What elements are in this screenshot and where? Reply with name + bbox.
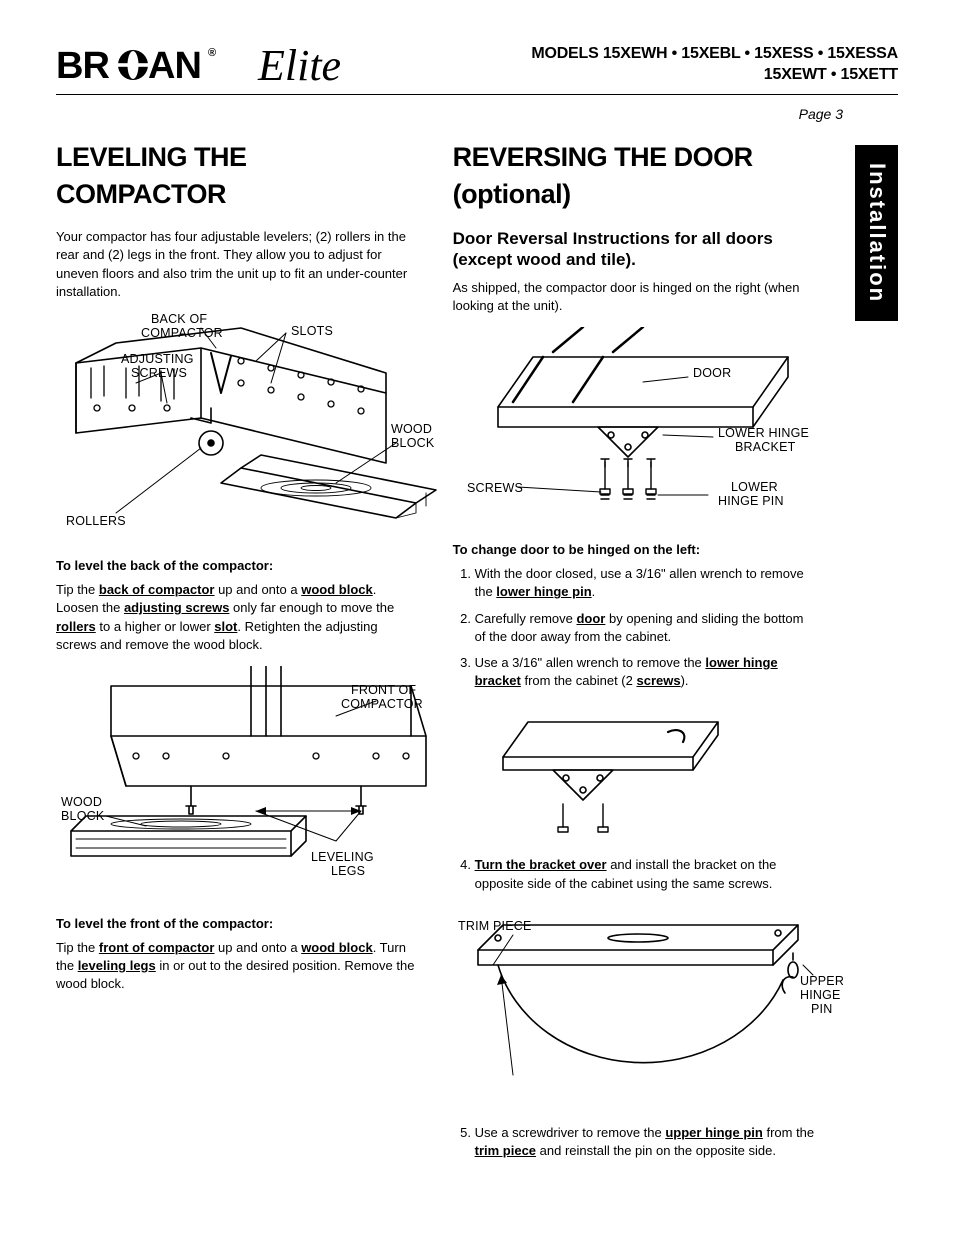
models-line2: 15XEWT • 15XETT (531, 65, 898, 86)
svg-text:HINGE PIN: HINGE PIN (718, 494, 784, 508)
broan-logotype: BR AN ® (56, 44, 256, 88)
change-head: To change door to be hinged on the left: (453, 541, 818, 559)
svg-text:ROLLERS: ROLLERS (66, 514, 126, 528)
svg-text:LEGS: LEGS (331, 864, 365, 878)
figure-bracket-small (493, 702, 818, 842)
svg-text:LOWER: LOWER (731, 480, 778, 494)
svg-text:SLOTS: SLOTS (291, 324, 333, 338)
svg-text:DOOR: DOOR (693, 366, 731, 380)
svg-text:SCREWS: SCREWS (131, 366, 187, 380)
right-sub: Door Reversal Instructions for all doors… (453, 228, 818, 271)
svg-text:SCREWS: SCREWS (467, 481, 523, 495)
left-title: LEVELING THE COMPACTOR (56, 139, 421, 215)
steps-list-cont2: Use a screwdriver to remove the upper hi… (475, 1124, 818, 1160)
svg-text:BR: BR (56, 45, 109, 87)
figure-front-compactor: FRONT OF COMPACTOR WOOD BLOCK LEVELING L… (56, 666, 421, 901)
step-4: Turn the bracket over and install the br… (475, 856, 818, 892)
left-column: LEVELING THE COMPACTOR Your compactor ha… (56, 139, 421, 1169)
front-paragraph: Tip the front of compactor up and onto a… (56, 939, 421, 994)
svg-text:TRIM PIECE: TRIM PIECE (458, 919, 532, 933)
svg-text:COMPACTOR: COMPACTOR (141, 326, 223, 340)
step-5: Use a screwdriver to remove the upper hi… (475, 1124, 818, 1160)
step-1: With the door closed, use a 3/16" allen … (475, 565, 818, 601)
svg-text:WOOD: WOOD (61, 795, 102, 809)
content: LEVELING THE COMPACTOR Your compactor ha… (56, 139, 898, 1169)
left-intro: Your compactor has four adjustable level… (56, 228, 421, 301)
steps-list-cont: Turn the bracket over and install the br… (475, 856, 818, 892)
step-3: Use a 3/16" allen wrench to remove the l… (475, 654, 818, 690)
svg-text:BRACKET: BRACKET (735, 440, 796, 454)
logo-elite: Elite (258, 48, 341, 83)
page-number: Page 3 (56, 105, 843, 125)
svg-text:®: ® (208, 47, 216, 59)
page: BR AN ® Elite MODELS 15XEWH • 15XEBL • 1… (0, 0, 954, 1198)
svg-text:FRONT OF: FRONT OF (351, 683, 416, 697)
models-line1: MODELS 15XEWH • 15XEBL • 15XESS • 15XESS… (531, 44, 898, 65)
step-2: Carefully remove door by opening and sli… (475, 610, 818, 646)
svg-text:LOWER HINGE: LOWER HINGE (718, 426, 809, 440)
svg-text:UPPER: UPPER (800, 974, 843, 988)
svg-text:LEVELING: LEVELING (311, 850, 374, 864)
svg-text:COMPACTOR: COMPACTOR (341, 697, 423, 711)
front-head: To level the front of the compactor: (56, 915, 421, 933)
svg-text:WOOD: WOOD (391, 422, 432, 436)
svg-text:PIN: PIN (811, 1002, 832, 1016)
back-paragraph: Tip the back of compactor up and onto a … (56, 581, 421, 654)
svg-text:BLOCK: BLOCK (391, 436, 435, 450)
steps-list: With the door closed, use a 3/16" allen … (475, 565, 818, 690)
right-title: REVERSING THE DOOR (optional) (453, 139, 818, 215)
logo-brand: BR AN ® (56, 44, 256, 88)
svg-text:AN: AN (148, 45, 201, 87)
right-column: REVERSING THE DOOR (optional) Door Rever… (453, 139, 818, 1169)
svg-text:BACK OF: BACK OF (151, 313, 207, 326)
figure-door-hinge: DOOR LOWER HINGE BRACKET SCREWS LOWER HI… (453, 327, 818, 527)
side-tab-installation: Installation (855, 145, 898, 321)
back-head: To level the back of the compactor: (56, 557, 421, 575)
svg-text:BLOCK: BLOCK (61, 809, 105, 823)
svg-text:HINGE: HINGE (800, 988, 841, 1002)
header: BR AN ® Elite MODELS 15XEWH • 15XEBL • 1… (56, 44, 898, 88)
figure-trim-piece: TRIM PIECE UPPER HINGE PIN (453, 905, 818, 1110)
right-intro: As shipped, the compactor door is hinged… (453, 279, 818, 315)
models-block: MODELS 15XEWH • 15XEBL • 15XESS • 15XESS… (531, 44, 898, 86)
header-rule (56, 94, 898, 95)
svg-text:ADJUSTING: ADJUSTING (121, 352, 194, 366)
logo: BR AN ® Elite (56, 44, 341, 88)
figure-back-compactor: BACK OF COMPACTOR SLOTS ADJUSTING SCREWS… (56, 313, 421, 543)
